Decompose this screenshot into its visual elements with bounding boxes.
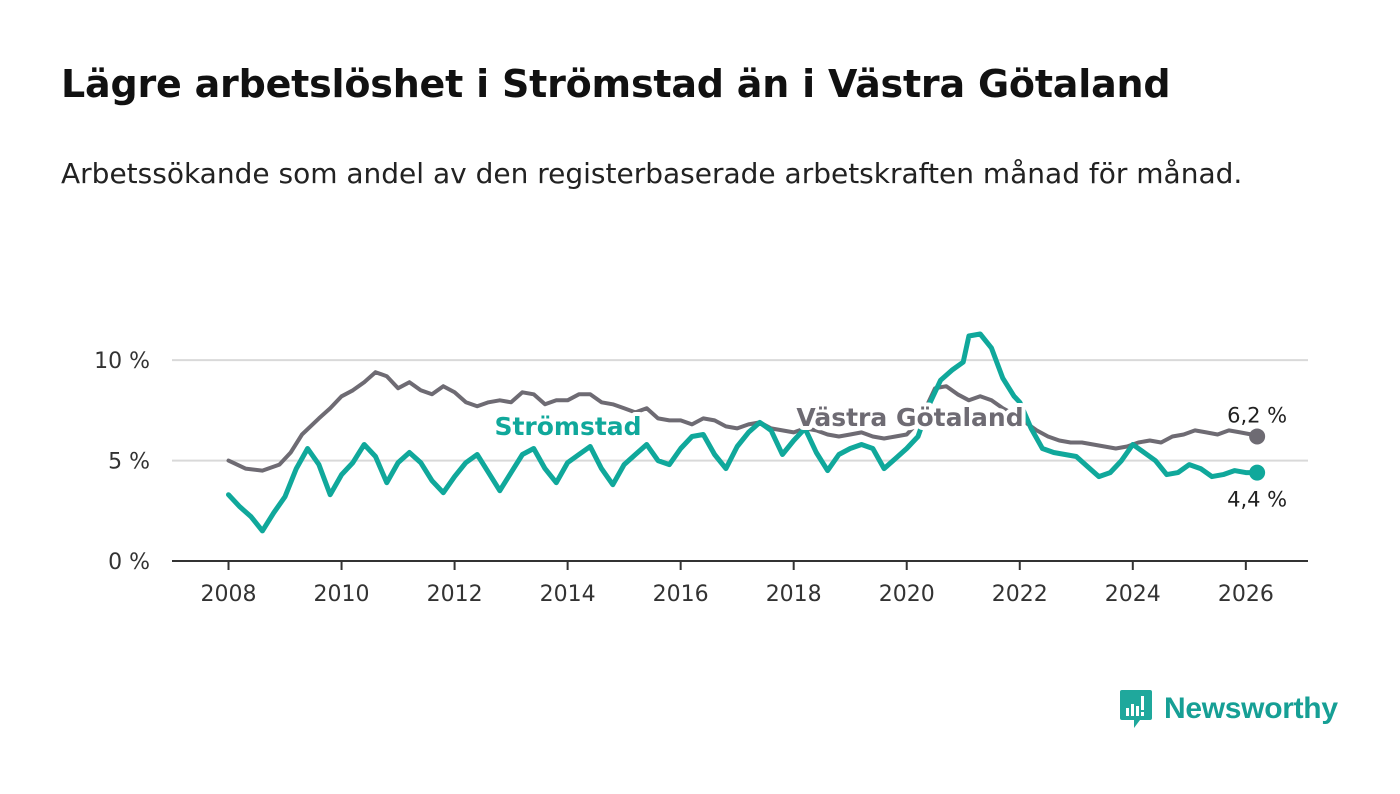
x-tick-label: 2018	[766, 582, 822, 607]
end-label-vastra-gotaland: 6,2 %	[1227, 403, 1287, 427]
end-marker-vastra-gotaland	[1249, 428, 1266, 445]
series-label-stromstad: Strömstad	[494, 412, 641, 441]
series-line-stromstad	[226, 331, 1260, 534]
series-labels: Strömstad Västra Götaland 6,2 % 4,4 %	[490, 399, 1291, 516]
series-lines	[226, 331, 1266, 534]
series-line-vastra-gotaland	[226, 370, 1260, 473]
x-tick-label: 2026	[1218, 582, 1274, 607]
series-label-vastra-gotaland: Västra Götaland	[796, 403, 1023, 432]
y-axis-ticks: 0 % 5 % 10 %	[94, 349, 150, 575]
x-tick-label: 2022	[992, 582, 1048, 607]
chart-subtitle: Arbetssökande som andel av den registerb…	[61, 157, 1243, 190]
x-tick-label: 2014	[540, 582, 596, 607]
end-label-stromstad: 4,4 %	[1227, 488, 1287, 512]
x-axis-ticks: 2008 2010 2012 2014 2016 2018 2020 2022 2024 2026	[201, 561, 1274, 607]
x-tick-label: 2020	[879, 582, 935, 607]
x-tick-label: 2010	[314, 582, 370, 607]
newsworthy-logo-icon	[1120, 690, 1152, 728]
y-tick-label: 10 %	[94, 349, 150, 374]
chart-title: Lägre arbetslöshet i Strömstad än i Väst…	[61, 62, 1171, 106]
x-tick-label: 2012	[427, 582, 483, 607]
x-tick-label: 2008	[201, 582, 257, 607]
brand-logo[interactable]: Newsworthy	[1118, 688, 1338, 730]
y-tick-label: 0 %	[108, 550, 150, 575]
y-tick-label: 5 %	[108, 450, 150, 475]
end-marker-stromstad	[1249, 464, 1266, 481]
x-tick-label: 2016	[653, 582, 709, 607]
brand-name: Newsworthy	[1164, 692, 1338, 725]
x-tick-label: 2024	[1105, 582, 1161, 607]
